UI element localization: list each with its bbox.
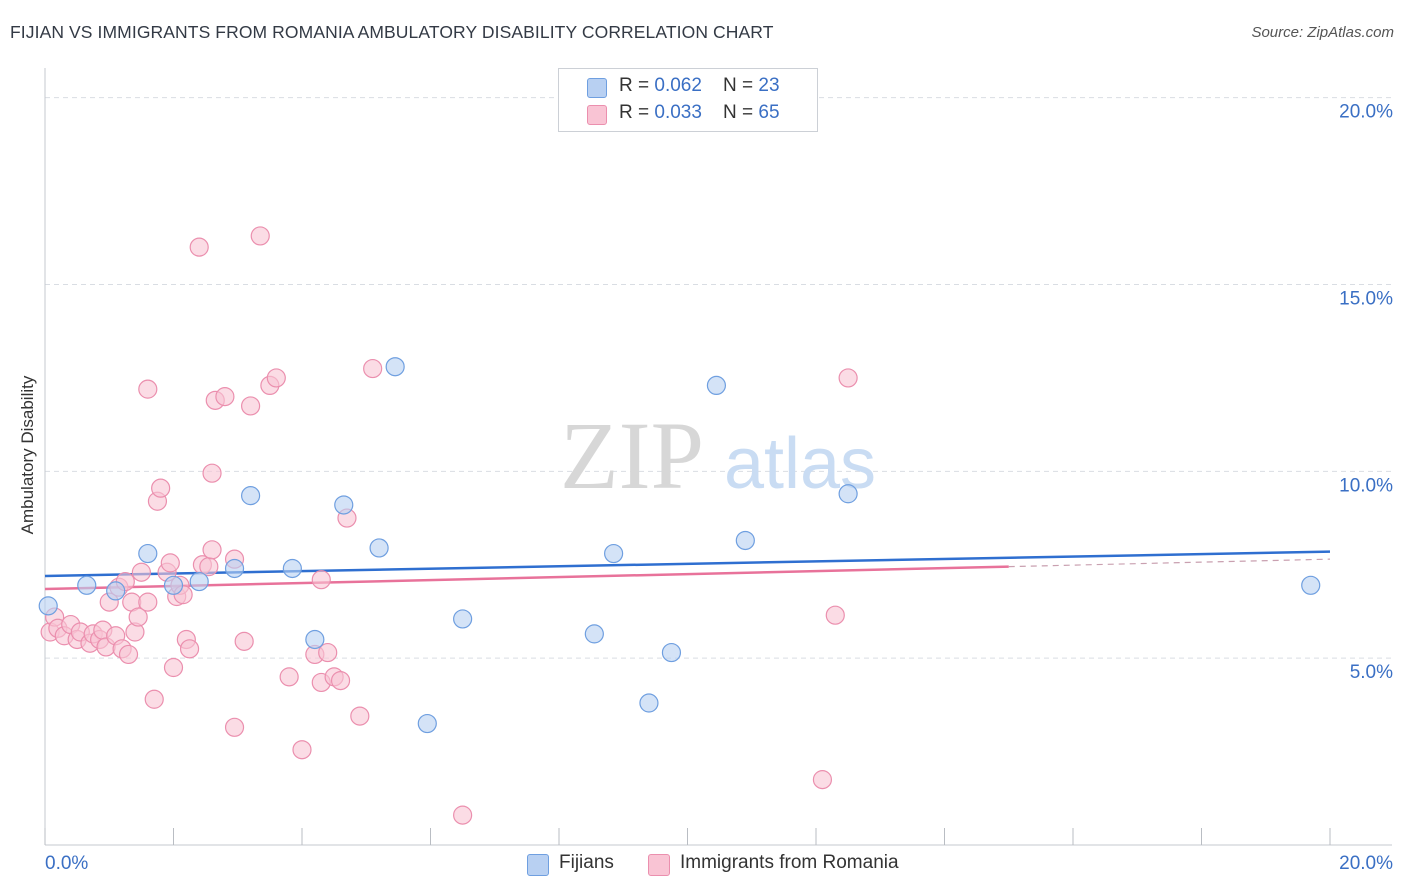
romania-point <box>363 358 383 379</box>
romania-point <box>292 740 312 760</box>
legend-n-value-fijians: 23 <box>758 75 780 96</box>
romania-point <box>234 631 254 651</box>
legend-label-romania: Immigrants from Romania <box>680 852 899 873</box>
romania-point <box>189 237 209 257</box>
chart-title: FIJIAN VS IMMIGRANTS FROM ROMANIA AMBULA… <box>10 22 774 42</box>
fijian-point <box>38 596 58 616</box>
romania-point <box>138 592 158 612</box>
series-legend: Fijians Immigrants from Romania <box>0 852 1406 878</box>
fijian-point <box>417 713 437 734</box>
romania-trend-extension <box>1008 558 1331 568</box>
fijian-point <box>706 375 727 395</box>
romania-point <box>215 387 235 407</box>
fijian-point <box>838 484 858 504</box>
source-label: Source: ZipAtlas.com <box>1251 24 1394 41</box>
fijian-point <box>369 538 389 558</box>
points-layer <box>38 226 1321 825</box>
fijian-point <box>735 530 755 551</box>
y-tick-label: 5.0% <box>1350 662 1393 683</box>
fijian-point <box>385 357 405 377</box>
fijian-point <box>453 609 473 629</box>
x-tick-label: 20.0% <box>1339 853 1393 874</box>
fijian-point <box>334 495 354 515</box>
romania-point <box>202 463 222 483</box>
correlation-legend: R = 0.062 N = 23 R = 0.033 N = 65 <box>558 68 818 132</box>
watermark: ZIP atlas <box>560 402 876 509</box>
x-tick-label: 0.0% <box>45 853 88 874</box>
romania-point <box>838 368 858 388</box>
fijian-point <box>584 624 604 644</box>
romania-point <box>241 396 261 416</box>
y-tick-label: 15.0% <box>1339 289 1393 310</box>
legend-r-label: R = <box>619 102 655 123</box>
legend-n-label: N = <box>723 75 759 96</box>
fijian-point <box>189 571 209 592</box>
fijian-point <box>106 581 126 601</box>
fijian-point <box>282 558 302 579</box>
fijian-trend-line <box>44 550 1331 578</box>
romania-point <box>279 667 299 687</box>
fijian-point <box>1301 575 1321 595</box>
romania-point <box>144 689 164 709</box>
romania-point <box>224 717 245 737</box>
y-tick-label: 20.0% <box>1339 102 1393 123</box>
romania-point <box>250 226 270 246</box>
romania-point <box>160 553 180 573</box>
watermark-zip: ZIP <box>560 402 704 509</box>
romania-point <box>131 562 151 582</box>
swatch-romania <box>648 854 670 876</box>
axes-layer: 5.0% 10.0% 15.0% 20.0% 0.0% 20.0% <box>44 68 1393 874</box>
legend-swatch-romania <box>587 105 607 125</box>
romania-point <box>179 639 200 659</box>
romania-point <box>311 570 331 590</box>
romania-point <box>163 657 184 678</box>
romania-point <box>350 706 370 726</box>
romania-point <box>266 368 286 388</box>
romania-point <box>202 540 222 560</box>
romania-point <box>151 478 171 498</box>
romania-point <box>812 770 833 790</box>
y-tick-label: 10.0% <box>1339 475 1393 496</box>
swatch-fijians <box>527 854 549 876</box>
fijian-point <box>639 693 659 713</box>
fijian-point <box>241 486 261 506</box>
legend-n-label: N = <box>723 102 759 123</box>
romania-point <box>128 607 148 627</box>
legend-n-value-romania: 65 <box>758 102 780 123</box>
legend-swatch-fijians <box>587 78 607 98</box>
fijian-point <box>77 575 97 595</box>
legend-label-fijians: Fijians <box>559 852 614 873</box>
romania-point <box>318 642 338 663</box>
fijian-point <box>661 642 682 663</box>
legend-r-value-romania: 0.033 <box>654 102 702 123</box>
romania-point <box>330 670 351 691</box>
fijian-point <box>604 543 624 564</box>
legend-r-value-fijians: 0.062 <box>654 75 702 96</box>
romania-point <box>118 644 139 665</box>
legend-r-label: R = <box>619 75 655 96</box>
fijian-point <box>138 543 158 564</box>
romania-trend-line <box>44 565 1009 591</box>
romania-point <box>453 805 473 825</box>
romania-point <box>825 605 845 625</box>
fijian-point <box>305 629 325 650</box>
romania-point <box>138 379 158 399</box>
fijian-point <box>163 575 184 595</box>
fijian-point <box>224 558 245 579</box>
